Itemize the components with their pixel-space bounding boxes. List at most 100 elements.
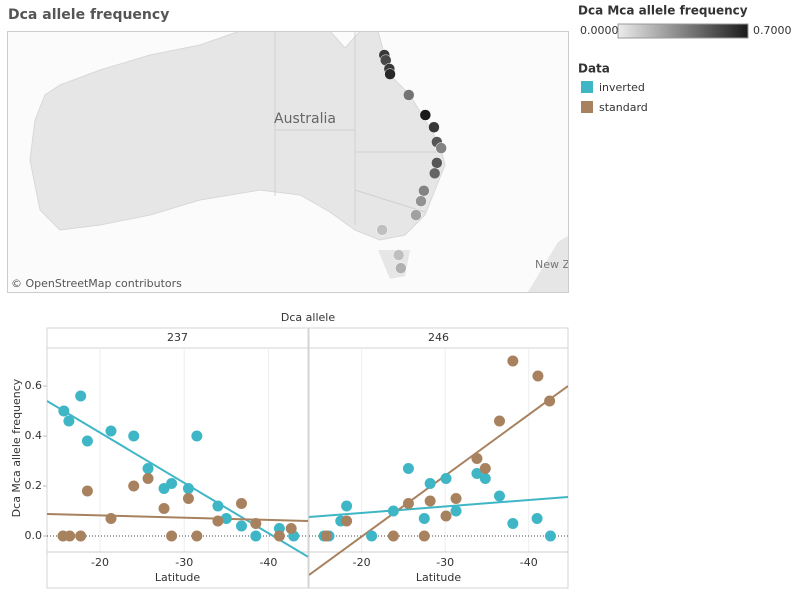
map-label: New Z (535, 258, 570, 271)
point (418, 530, 430, 542)
point (531, 513, 543, 524)
land (29, 32, 446, 241)
trend-line (47, 400, 308, 558)
panel-label: 246 (428, 331, 449, 344)
color-legend-min: 0.0000 (580, 24, 619, 37)
panel-frame (308, 347, 569, 589)
point (366, 530, 378, 542)
color-legend-max: 0.7000 (753, 24, 792, 37)
legend: inverted standard (581, 81, 648, 114)
legend-swatch (581, 81, 593, 93)
point (424, 495, 436, 507)
point (81, 435, 93, 447)
point (402, 463, 414, 474)
point (105, 425, 117, 437)
point (402, 498, 414, 509)
border (354, 189, 426, 213)
point (479, 463, 491, 474)
panel-marks (309, 355, 568, 576)
point (128, 430, 140, 442)
point (64, 530, 76, 542)
point (471, 453, 483, 464)
trend-line (309, 385, 568, 576)
point (75, 390, 87, 402)
map-point (418, 184, 430, 197)
chart-title: Dca allele (281, 311, 335, 324)
point (544, 530, 556, 542)
point (191, 430, 203, 442)
y-tick-label: 0.6 (25, 379, 43, 392)
x-axis-title: Latitude (416, 571, 462, 584)
panel-frame (46, 347, 309, 589)
trend-line (47, 513, 308, 522)
point (75, 530, 87, 542)
map: Australia New Z © OpenStreetMap contribu… (8, 32, 570, 292)
legend-title: Data (578, 62, 610, 76)
map-point (428, 121, 440, 133)
point (440, 473, 452, 484)
y-tick-label: 0.0 (25, 529, 43, 542)
legend-swatch (581, 101, 593, 113)
map-point (428, 167, 441, 180)
legend-label: inverted (599, 81, 645, 94)
point (166, 478, 178, 489)
x-tick-label: -40 (520, 556, 538, 569)
point (440, 510, 452, 522)
map-label: Australia (274, 111, 336, 127)
point (532, 370, 544, 382)
y-tick-label: 0.2 (25, 479, 43, 492)
x-tick-label: -30 (175, 556, 193, 569)
point (142, 463, 154, 474)
map-point (392, 249, 405, 261)
map-points (376, 49, 447, 274)
map-point (403, 89, 415, 101)
point (450, 493, 462, 504)
legend-label: standard (599, 101, 648, 114)
point (450, 505, 462, 517)
point (471, 468, 483, 479)
point (235, 520, 247, 532)
point (191, 530, 203, 542)
map-point (395, 262, 407, 274)
panel-marks (47, 390, 308, 558)
point (544, 395, 556, 407)
x-tick-label: -40 (259, 556, 277, 569)
point (166, 530, 178, 542)
point (250, 530, 262, 542)
point (212, 515, 224, 527)
point (58, 405, 70, 417)
point (493, 490, 505, 502)
point (212, 500, 224, 512)
point (341, 515, 353, 527)
point (321, 530, 333, 542)
point (63, 415, 75, 427)
point (182, 493, 194, 504)
point (387, 505, 399, 517)
map-point (435, 142, 447, 154)
point (493, 415, 505, 427)
y-axis-title: Dca Mca allele frequency (10, 378, 23, 517)
x-tick-label: -20 (91, 556, 109, 569)
map-point (376, 224, 388, 236)
x-tick-label: -20 (353, 556, 371, 569)
point (418, 513, 430, 524)
point (182, 483, 194, 494)
map-point (384, 68, 396, 80)
point (387, 530, 399, 542)
point (235, 498, 247, 509)
point (341, 500, 353, 512)
borders (274, 32, 440, 225)
x-axis-title: Latitude (155, 571, 201, 584)
trend-line (309, 496, 568, 518)
map-frame (7, 31, 569, 293)
color-legend-title: Dca Mca allele frequency (578, 4, 748, 18)
point (424, 478, 436, 489)
land (528, 236, 568, 292)
panel-label: 237 (167, 331, 188, 344)
point (285, 523, 297, 534)
dashboard-title: Dca allele frequency (8, 7, 169, 23)
point (479, 473, 491, 484)
